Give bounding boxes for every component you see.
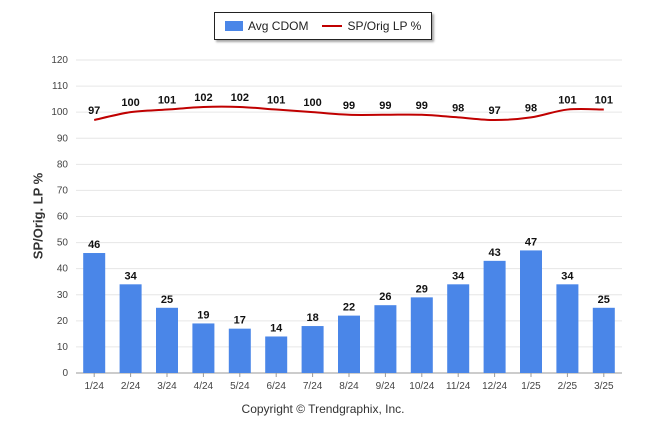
line-data-label: 98 xyxy=(525,102,537,114)
copyright-footer: Copyright © Trendgraphix, Inc. xyxy=(241,402,405,416)
x-tick-label: 1/25 xyxy=(521,381,541,392)
line-data-label: 102 xyxy=(231,92,249,104)
x-tick-label: 3/24 xyxy=(157,381,177,392)
bar-data-label: 19 xyxy=(197,309,209,321)
bar-data-label: 43 xyxy=(488,247,500,259)
bar-5/24 xyxy=(228,328,251,373)
bar-data-label: 26 xyxy=(379,291,391,303)
line-data-label: 101 xyxy=(158,95,176,107)
bar-data-label: 25 xyxy=(161,294,173,306)
y-tick-label: 60 xyxy=(57,212,69,223)
legend-swatch-bar xyxy=(225,21,243,31)
y-tick-label: 120 xyxy=(51,55,68,66)
line-data-label: 98 xyxy=(452,102,464,114)
bar-data-label: 22 xyxy=(343,302,355,314)
bar-4/24 xyxy=(192,323,215,373)
bar-11/24 xyxy=(447,284,470,373)
bar-2/24 xyxy=(119,284,142,373)
legend-item-sp-orig-lp[interactable]: SP/Orig LP % xyxy=(308,19,421,33)
bar-data-label: 17 xyxy=(234,315,246,327)
line-data-label: 101 xyxy=(267,95,285,107)
y-tick-label: 90 xyxy=(57,133,69,144)
x-tick-label: 9/24 xyxy=(376,381,396,392)
y-tick-label: 70 xyxy=(57,185,69,196)
bar-1/25 xyxy=(520,250,542,373)
y-tick-label: 80 xyxy=(57,159,69,170)
y-tick-label: 50 xyxy=(57,238,69,249)
x-tick-label: 4/24 xyxy=(194,381,214,392)
y-tick-label: 20 xyxy=(57,316,69,327)
x-tick-label: 7/24 xyxy=(303,381,323,392)
y-tick-label: 40 xyxy=(57,264,69,275)
x-tick-label: 8/24 xyxy=(339,381,359,392)
bar-1/24 xyxy=(83,253,106,373)
bar-8/24 xyxy=(338,315,360,373)
line-data-label: 100 xyxy=(303,97,321,109)
bar-10/24 xyxy=(410,297,433,373)
line-data-label: 100 xyxy=(121,97,139,109)
bar-7/24 xyxy=(301,326,324,373)
legend-label-avg-cdom: Avg CDOM xyxy=(248,19,309,33)
x-tick-label: 11/24 xyxy=(446,381,471,392)
bar-data-label: 46 xyxy=(88,239,100,251)
bar-data-label: 34 xyxy=(124,270,137,282)
y-tick-label: 0 xyxy=(62,368,68,379)
line-data-label: 99 xyxy=(416,100,428,112)
legend-item-avg-cdom[interactable]: Avg CDOM xyxy=(215,19,308,33)
bar-3/25 xyxy=(592,307,615,373)
x-tick-label: 3/25 xyxy=(594,381,614,392)
bar-data-label: 25 xyxy=(598,294,610,306)
line-data-label: 97 xyxy=(88,105,100,117)
bar-3/24 xyxy=(156,307,178,373)
bar-9/24 xyxy=(374,305,397,373)
line-data-label: 102 xyxy=(194,92,212,104)
x-tick-label: 1/24 xyxy=(84,381,104,392)
bar-data-label: 14 xyxy=(270,322,283,334)
bar-data-label: 34 xyxy=(561,270,574,282)
line-data-label: 99 xyxy=(379,100,391,112)
x-tick-label: 10/24 xyxy=(409,381,434,392)
x-tick-label: 2/25 xyxy=(558,381,578,392)
x-tick-label: 5/24 xyxy=(230,381,250,392)
bar-2/25 xyxy=(556,284,579,373)
line-data-label: 101 xyxy=(595,95,613,107)
x-tick-label: 2/24 xyxy=(121,381,141,392)
bar-data-label: 47 xyxy=(525,236,537,248)
line-data-label: 97 xyxy=(488,105,500,117)
x-tick-label: 6/24 xyxy=(266,381,286,392)
legend-swatch-line xyxy=(322,25,343,27)
bar-6/24 xyxy=(265,336,288,373)
bar-12/24 xyxy=(483,260,506,373)
line-series-sp-orig-lp xyxy=(93,105,604,121)
y-tick-label: 110 xyxy=(52,81,68,92)
y-tick-label: 30 xyxy=(57,290,69,301)
y-tick-label: 100 xyxy=(51,107,68,118)
line-data-label: 101 xyxy=(558,95,576,107)
bar-data-label: 29 xyxy=(416,283,428,295)
x-tick-label: 12/24 xyxy=(482,381,507,392)
bar-data-label: 18 xyxy=(306,312,318,324)
y-tick-label: 10 xyxy=(57,342,69,353)
legend-label-sp-orig-lp: SP/Orig LP % xyxy=(347,19,422,33)
line-data-label: 99 xyxy=(343,100,355,112)
chart-legend: Avg CDOM SP/Orig LP % xyxy=(214,12,432,40)
bar-data-label: 34 xyxy=(452,270,465,282)
